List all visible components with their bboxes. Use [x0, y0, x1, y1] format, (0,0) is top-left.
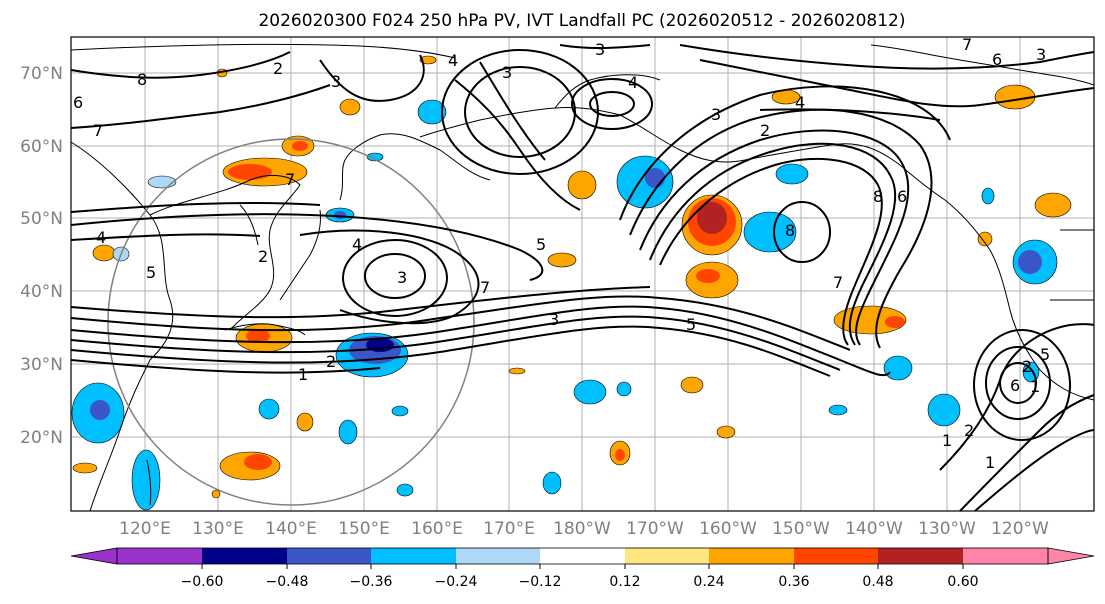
colorbar-tick-label: −0.60: [181, 574, 224, 590]
colorbar-segment: [287, 548, 371, 564]
lat-label: 60°N: [20, 137, 63, 157]
lon-label: 160°W: [699, 519, 757, 539]
colorbar-ticks: [201, 564, 964, 569]
lon-label: 130°W: [918, 519, 976, 539]
colorbar: −0.60 −0.48 −0.36 −0.24 −0.12 0.12 0.24 …: [70, 547, 1095, 590]
colorbar-tick-label: 0.12: [609, 574, 640, 590]
contour-label: 5: [686, 315, 696, 334]
contour-label: 4: [795, 93, 805, 112]
contour-label: 1: [942, 431, 952, 450]
contour-label: 5: [146, 263, 156, 282]
contour-label: 1: [985, 453, 995, 472]
contour-label: 2: [1022, 357, 1032, 376]
colorbar-tick-label: −0.24: [435, 574, 478, 590]
contour-label: 4: [352, 235, 362, 254]
colorbar-under-extend: [70, 547, 118, 565]
colorbar-tick-label: −0.12: [519, 574, 562, 590]
figure-title: 2026020300 F024 250 hPa PV, IVT Landfall…: [258, 11, 905, 31]
lat-label: 20°N: [20, 428, 63, 448]
latitude-labels: 70°N 60°N 50°N 40°N 30°N 20°N: [20, 64, 63, 448]
lon-label: 180°W: [553, 519, 611, 539]
contour-label: 4: [628, 73, 638, 92]
contour-label: 5: [536, 235, 546, 254]
contour-label: 1: [1030, 377, 1040, 396]
lon-label: 140°E: [265, 519, 317, 539]
pv-contours: [70, 44, 1095, 512]
contour-label: 4: [448, 51, 458, 70]
contour-label: 3: [397, 268, 407, 287]
contour-label: 7: [285, 170, 295, 189]
lon-label: 140°W: [845, 519, 903, 539]
lon-label: 170°E: [483, 519, 535, 539]
colorbar-tick-label: 0.60: [947, 574, 978, 590]
contour-label: 8: [137, 70, 147, 89]
contour-label: 3: [502, 63, 512, 82]
contour-label: 4: [96, 228, 106, 247]
colorbar-segment: [625, 548, 709, 564]
contour-label: 6: [897, 187, 907, 206]
negative-anomaly: [71, 99, 1058, 511]
coastlines: [70, 43, 1095, 512]
colorbar-outline: [116, 547, 1049, 565]
lon-label: 160°E: [411, 519, 463, 539]
contour-label: 3: [595, 40, 605, 59]
colorbar-tick-label: 0.36: [778, 574, 809, 590]
lon-label: 150°W: [772, 519, 830, 539]
colorbar-segment: [794, 548, 878, 564]
contour-label: 1: [298, 365, 308, 384]
longitude-labels: 120°E 130°E 140°E 150°E 160°E 170°E 180°…: [119, 519, 1049, 539]
contour-label: 8: [873, 187, 883, 206]
contour-label: 2: [760, 121, 770, 140]
contour-label: 2: [964, 421, 974, 440]
contour-label: 2: [326, 352, 336, 371]
contour-label: 6: [73, 93, 83, 112]
colorbar-segment: [371, 548, 456, 564]
lon-label: 120°W: [991, 519, 1049, 539]
colorbar-segment: [878, 548, 963, 564]
colorbar-tick-label: 0.24: [693, 574, 724, 590]
colorbar-segment: [709, 548, 794, 564]
colorbar-segment: [540, 548, 625, 564]
contour-label: 3: [549, 310, 559, 329]
contour-label: 5: [1040, 345, 1050, 364]
lon-label: 120°E: [119, 519, 171, 539]
contour-label: 7: [480, 278, 490, 297]
lat-label: 70°N: [20, 64, 63, 84]
colorbar-segment: [202, 548, 287, 564]
colorbar-segment: [963, 548, 1048, 564]
contour-label: 3: [1036, 45, 1046, 64]
contour-label: 7: [833, 273, 843, 292]
lat-label: 40°N: [20, 282, 63, 302]
map-content: 8 7 6 7 4 3 5 4 3 4 5 7 3 2 1 2 3 4 4 3 …: [70, 35, 1095, 512]
colorbar-tick-label: −0.36: [350, 574, 393, 590]
contour-label: 3: [711, 105, 721, 124]
contour-label: 7: [93, 121, 103, 140]
colorbar-segment: [117, 548, 202, 564]
colorbar-tick-label: −0.48: [266, 574, 309, 590]
colorbar-over-extend: [1047, 547, 1095, 565]
shaded-anomalies: [71, 55, 1072, 511]
contour-label: 3: [331, 72, 341, 91]
contour-label: 6: [992, 50, 1002, 69]
contour-label: 6: [1010, 376, 1020, 395]
lon-label: 150°E: [338, 519, 390, 539]
contour-label: 2: [273, 59, 283, 78]
contour-labels: 8 7 6 7 4 3 5 4 3 4 5 7 3 2 1 2 3 4 4 3 …: [73, 35, 1050, 472]
lat-label: 30°N: [20, 355, 63, 375]
contour-label: 8: [785, 221, 795, 240]
contour-label: 2: [258, 247, 268, 266]
contour-label: 7: [962, 35, 972, 54]
map-frame: [70, 36, 1095, 512]
colorbar-segment: [456, 548, 540, 564]
colorbar-tick-label: 0.48: [862, 574, 893, 590]
lat-label: 50°N: [20, 209, 63, 229]
lon-label: 130°E: [192, 519, 244, 539]
lon-label: 170°W: [626, 519, 684, 539]
